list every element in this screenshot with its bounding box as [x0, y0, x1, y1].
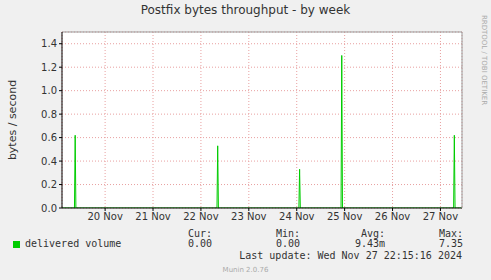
html-text:Min:: Min: — [275, 228, 300, 239]
svg-text:26 Nov: 26 Nov — [375, 211, 411, 222]
html-text:delivered volume: delivered volume — [25, 238, 122, 249]
svg-text:0.0: 0.0 — [41, 203, 57, 214]
html-text:Postfix bytes throughput - by: Postfix bytes throughput - by week — [140, 3, 351, 17]
svg-text:0.6: 0.6 — [41, 132, 57, 143]
html-text:Avg:: Avg: — [360, 228, 385, 239]
html-text:bytes / second: bytes / second — [5, 79, 19, 161]
html-text:0.00: 0.00 — [187, 238, 212, 249]
svg-text:1.4: 1.4 — [41, 38, 57, 49]
svg-text:21 Nov: 21 Nov — [135, 211, 171, 222]
svg-text:25 Nov: 25 Nov — [327, 211, 363, 222]
svg-text:22 Nov: 22 Nov — [183, 211, 219, 222]
svg-text:0.2: 0.2 — [41, 179, 57, 190]
html-text:Cur:: Cur: — [187, 228, 212, 239]
html-text:Munin 2.0.76: Munin 2.0.76 — [222, 266, 269, 274]
svg-text:1.0: 1.0 — [41, 85, 57, 96]
svg-text:20 Nov: 20 Nov — [87, 211, 123, 222]
html-text:7.35: 7.35 — [438, 238, 463, 249]
svg-text:0.4: 0.4 — [41, 156, 57, 167]
svg-text:1.2: 1.2 — [41, 62, 57, 73]
html-text:Last update: Wed Nov 27 22:15:: Last update: Wed Nov 27 22:15:16 2024 — [239, 250, 462, 261]
html-text:0.00: 0.00 — [275, 238, 300, 249]
html-text:RRDTOOL / TOBI OETIKER: RRDTOOL / TOBI OETIKER — [480, 14, 488, 106]
svg-text:24 Nov: 24 Nov — [279, 211, 315, 222]
svg-text:0.8: 0.8 — [41, 109, 57, 120]
html-text:9.43m: 9.43m — [354, 238, 385, 249]
html-text:Max:: Max: — [438, 228, 463, 239]
svg-text:27 Nov: 27 Nov — [423, 211, 459, 222]
svg-text:23 Nov: 23 Nov — [231, 211, 267, 222]
